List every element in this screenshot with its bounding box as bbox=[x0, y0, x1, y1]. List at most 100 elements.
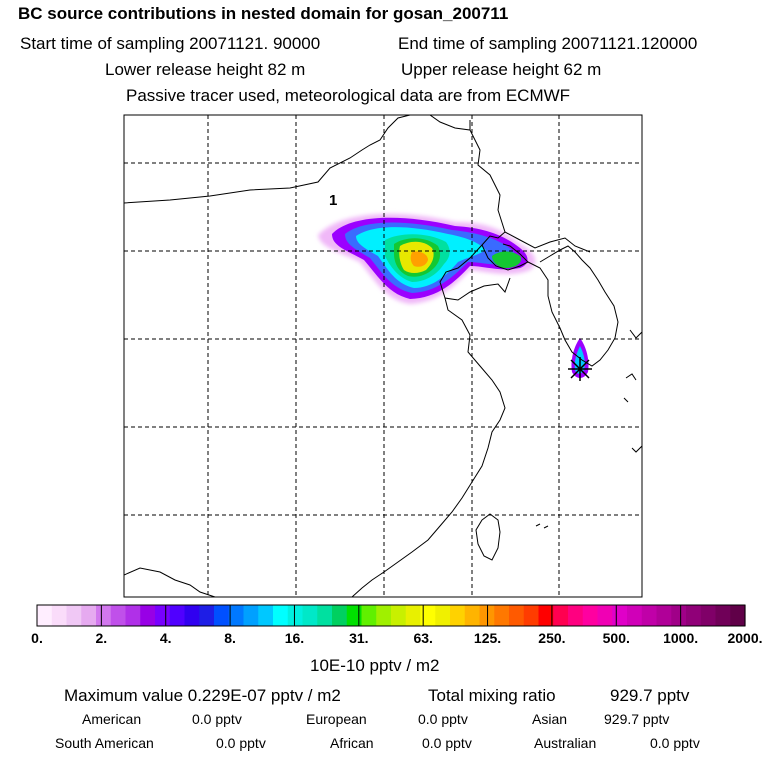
colorbar-tick-label: 63. bbox=[413, 630, 433, 646]
colorbar-swatch bbox=[184, 605, 200, 626]
colorbar-swatch bbox=[66, 605, 82, 626]
colorbar-tick-label: 125. bbox=[473, 630, 502, 646]
colorbar-tick-label: 8. bbox=[224, 630, 236, 646]
colorbar-tick-label: 4. bbox=[159, 630, 172, 646]
colorbar-swatch bbox=[81, 605, 97, 626]
colorbar-swatch bbox=[273, 605, 289, 626]
colorbar-swatch bbox=[110, 605, 127, 626]
colorbar-swatch bbox=[287, 605, 304, 626]
end-sampling-text: End time of sampling 20071121.120000 bbox=[398, 34, 698, 53]
colorbar-swatch bbox=[51, 605, 68, 626]
colorbar-swatch bbox=[553, 605, 569, 626]
colorbar-tick-label: 2. bbox=[95, 630, 108, 646]
colorbar-swatch bbox=[671, 605, 687, 626]
colorbar-tick-label: 0. bbox=[31, 630, 43, 646]
colorbar-swatch bbox=[214, 605, 230, 626]
colorbar-swatch bbox=[582, 605, 599, 626]
colorbar-swatch bbox=[405, 605, 422, 626]
colorbar-swatch bbox=[627, 605, 643, 626]
upper-release-text: Upper release height 62 m bbox=[401, 60, 602, 79]
colorbar-tick-label: 16. bbox=[284, 630, 305, 646]
colorbar-swatch bbox=[332, 605, 348, 626]
lat-lon-grid bbox=[124, 115, 642, 597]
colorbar-swatch bbox=[420, 605, 436, 626]
colorbar-frame bbox=[36, 604, 746, 627]
mongolia-border bbox=[124, 115, 411, 204]
colorbar-swatch bbox=[361, 605, 377, 626]
coastlines bbox=[124, 115, 642, 597]
colorbar-swatch bbox=[140, 605, 156, 626]
colorbar-swatch bbox=[169, 605, 186, 626]
colorbar-swatch bbox=[302, 605, 318, 626]
african-value: 0.0 pptv bbox=[422, 735, 472, 751]
start-sampling-text: Start time of sampling 20071121. 90000 bbox=[20, 34, 321, 53]
plume-orange-contour bbox=[410, 251, 428, 267]
total-mixing-label: Total mixing ratio bbox=[428, 686, 556, 705]
colorbar-swatch bbox=[523, 605, 540, 626]
colorbar-swatch bbox=[509, 605, 525, 626]
china-east-coast bbox=[351, 297, 506, 597]
taiwan-coast bbox=[475, 513, 501, 561]
colorbar-swatch bbox=[258, 605, 274, 626]
colorbar-swatch bbox=[435, 605, 451, 626]
inner-border bbox=[124, 567, 216, 597]
tracer-note-text: Passive tracer used, meteorological data… bbox=[126, 86, 571, 105]
lower-release-text: Lower release height 82 m bbox=[105, 60, 306, 79]
colorbar-swatch bbox=[464, 605, 481, 626]
source-number-label: 1 bbox=[329, 192, 337, 209]
plume-green-patch bbox=[492, 251, 522, 268]
colorbar-tick-label: 1000. bbox=[663, 630, 699, 646]
european-value: 0.0 pptv bbox=[418, 711, 468, 727]
colorbar-swatch bbox=[686, 605, 702, 626]
colorbar-swatch bbox=[155, 605, 171, 626]
colorbar-tick-label: 31. bbox=[349, 630, 369, 646]
south-american-value: 0.0 pptv bbox=[216, 735, 266, 751]
african-label: African bbox=[330, 735, 374, 751]
colorbar-swatch bbox=[568, 605, 584, 626]
total-mixing-value: 929.7 pptv bbox=[610, 686, 690, 705]
american-label: American bbox=[82, 711, 142, 727]
max-value-text: Maximum value 0.229E-07 pptv / m2 bbox=[64, 686, 341, 705]
colorbar-swatch bbox=[243, 605, 259, 626]
colorbar-swatch bbox=[96, 605, 112, 626]
colorbar-swatch bbox=[641, 605, 658, 626]
colorbar-swatch bbox=[199, 605, 215, 626]
asian-label: Asian bbox=[532, 711, 568, 727]
colorbar-swatch bbox=[228, 605, 245, 626]
australian-label: Australian bbox=[534, 735, 597, 751]
colorbar-swatch bbox=[317, 605, 333, 626]
colorbar-swatch bbox=[612, 605, 628, 626]
colorbar-swatch bbox=[715, 605, 731, 626]
colorbar bbox=[37, 605, 746, 626]
colorbar-tick-label: 500. bbox=[602, 630, 630, 646]
european-label: European bbox=[306, 711, 367, 727]
colorbar-swatch bbox=[656, 605, 672, 626]
bohai-coast bbox=[439, 231, 529, 301]
colorbar-swatch bbox=[391, 605, 407, 626]
colorbar-swatch bbox=[700, 605, 717, 626]
korea-coast bbox=[527, 245, 619, 367]
colorbar-tick-label: 250. bbox=[538, 630, 566, 646]
map-frame bbox=[123, 114, 643, 598]
american-value: 0.0 pptv bbox=[192, 711, 242, 727]
map-title: BC source contributions in nested domain… bbox=[18, 4, 509, 23]
colorbar-swatch bbox=[730, 605, 746, 626]
colorbar-swatch bbox=[450, 605, 466, 626]
colorbar-swatch bbox=[597, 605, 613, 626]
colorbar-swatch bbox=[37, 605, 53, 626]
colorbar-swatch bbox=[538, 605, 554, 626]
colorbar-tick-label: 2000. bbox=[727, 630, 763, 646]
map-area: 1 bbox=[124, 115, 642, 597]
colorbar-swatch bbox=[346, 605, 363, 626]
colorbar-swatch bbox=[376, 605, 392, 626]
japan-coast bbox=[623, 329, 642, 453]
colorbar-swatch bbox=[494, 605, 510, 626]
bc-plume bbox=[318, 213, 589, 378]
colorbar-unit: 10E-10 pptv / m2 bbox=[310, 656, 440, 675]
colorbar-ticks bbox=[100, 605, 682, 626]
colorbar-swatch bbox=[125, 605, 141, 626]
asian-value: 929.7 pptv bbox=[604, 711, 670, 727]
receptor-marker-icon bbox=[568, 357, 592, 381]
hainan-coast bbox=[535, 523, 549, 529]
